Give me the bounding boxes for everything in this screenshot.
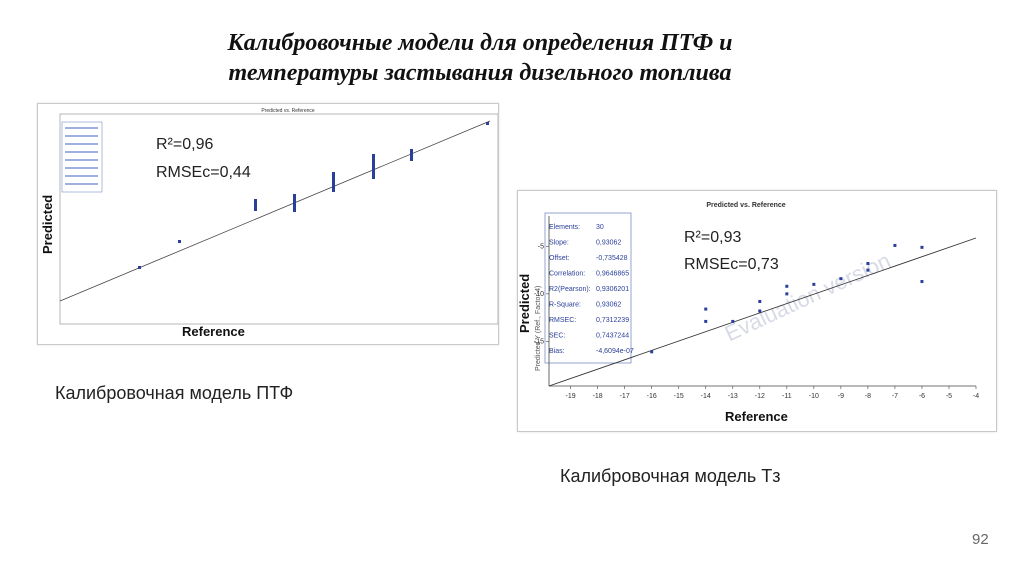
right-chart: Predicted vs. Reference Evaluation versi… [517, 202, 979, 424]
chart-title: Predicted vs. Reference [706, 202, 785, 209]
y-axis-label: Predicted [518, 274, 532, 333]
x-tick-label: -13 [728, 393, 738, 400]
stat-value: -4,6094e-07 [596, 348, 634, 355]
left-chart-panel: Predicted vs. Reference R²=0,96 RMSEc=0,… [37, 103, 499, 345]
stat-value: 0,7312239 [596, 317, 629, 324]
page-number: 92 [972, 531, 989, 548]
y-tick-label: -15 [534, 338, 544, 345]
point [839, 277, 843, 281]
stat-name: Correlation: [549, 271, 585, 278]
point [731, 319, 735, 323]
annotation: RMSEc=0,73 [684, 256, 779, 273]
stat-name: R2(Pearson): [549, 286, 591, 293]
x-tick-label: -10 [809, 393, 819, 400]
regression-line [59, 120, 491, 302]
stat-name: Elements: [549, 224, 580, 231]
y-tick-label: -10 [534, 291, 544, 298]
point [650, 350, 654, 354]
x-tick-label: -7 [892, 393, 898, 400]
point [920, 245, 924, 249]
annotation: RMSEc=0,44 [156, 164, 251, 181]
point [758, 309, 762, 313]
x-axis-label: Reference [725, 409, 788, 424]
point [704, 307, 708, 311]
point [920, 280, 924, 284]
point [785, 284, 789, 288]
x-tick-label: -16 [647, 393, 657, 400]
x-tick-label: -15 [674, 393, 684, 400]
x-tick-label: -14 [701, 393, 711, 400]
point [893, 243, 897, 247]
x-tick-label: -11 [782, 393, 792, 400]
caption: Калибровочная модель ПТФ [55, 383, 294, 403]
regression-line [548, 237, 977, 387]
stat-value: -0,735428 [596, 255, 628, 262]
left-chart: Predicted vs. Reference R²=0,96 RMSEc=0,… [40, 108, 499, 339]
stat-name: Slope: [549, 240, 569, 247]
stat-value: 0,93062 [596, 240, 621, 247]
title-line: температуры застывания дизельного топлив… [228, 60, 732, 86]
stat-name: Offset: [549, 255, 570, 262]
annotation: R²=0,93 [684, 229, 741, 246]
y-axis-label: Predicted [40, 195, 55, 254]
stat-name: SEC: [549, 333, 565, 340]
stats-box [544, 212, 632, 364]
stats-lines [65, 127, 98, 185]
x-tick-label: -17 [620, 393, 630, 400]
x-tick-label: -9 [838, 393, 844, 400]
point [785, 292, 789, 296]
stat-value: 0,7437244 [596, 333, 629, 340]
stat-value: 0,9306201 [596, 286, 629, 293]
x-tick-label: -18 [593, 393, 603, 400]
x-tick-label: -19 [566, 393, 576, 400]
stat-value: 0,9646865 [596, 271, 629, 278]
stat-value: 0,93062 [596, 302, 621, 309]
stats-box [61, 121, 103, 193]
points [138, 122, 489, 269]
chart-title: Predicted vs. Reference [261, 108, 315, 114]
point [758, 299, 762, 303]
stat-value: 30 [596, 224, 604, 231]
x-axis-label: Reference [182, 324, 245, 339]
point [812, 282, 816, 286]
stat-name: RMSEC: [549, 317, 576, 324]
x-tick-label: -6 [919, 393, 925, 400]
y-axis-label-small: Predicted Y (Ref., Factor-4) [535, 286, 542, 371]
title-line: Калибровочные модели для определения ПТФ… [227, 30, 733, 56]
right-chart-panel: Predicted vs. Reference Evaluation versi… [517, 190, 997, 432]
caption: Калибровочная модель Тз [560, 466, 781, 486]
point [704, 319, 708, 323]
y-tick-label: -5 [538, 243, 544, 250]
stat-name: Bias: [549, 348, 565, 355]
x-tick-label: -12 [755, 393, 765, 400]
annotation: R²=0,96 [156, 136, 213, 153]
x-tick-label: -4 [973, 393, 979, 400]
point [866, 261, 870, 265]
point [866, 268, 870, 272]
x-tick-label: -5 [946, 393, 952, 400]
x-tick-label: -8 [865, 393, 871, 400]
stat-name: R-Square: [549, 302, 581, 309]
